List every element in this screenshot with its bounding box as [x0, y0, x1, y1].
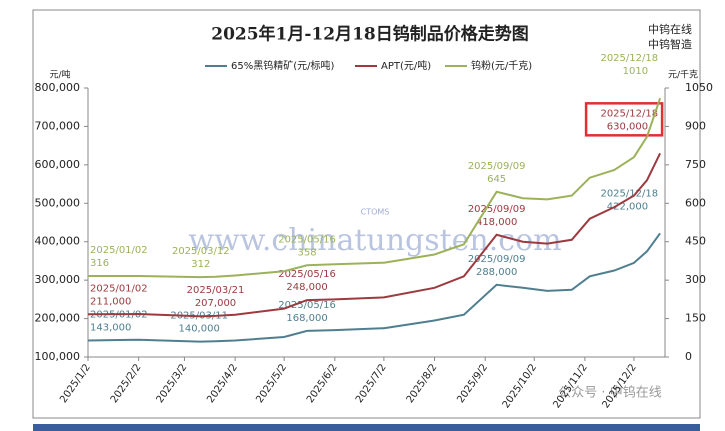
- y-tick-label: 400,000: [35, 235, 81, 248]
- legend-label: 65%黑钨精矿(元/标吨): [231, 59, 334, 72]
- y-tick-label: 300,000: [35, 273, 81, 286]
- highlight-box: [584, 102, 664, 137]
- y-tick-label: 700,000: [35, 119, 81, 132]
- annotation-value: 312: [191, 259, 210, 270]
- footer-watermark: 公众号 · 中钨在线: [558, 385, 661, 401]
- annotation-date: 2025/03/12: [172, 246, 230, 257]
- y2-unit: 元/千克: [668, 70, 698, 81]
- annotation-value: 168,000: [286, 313, 327, 324]
- annotation-value: 316: [90, 258, 109, 269]
- annotation-date: 2025/01/02: [90, 245, 148, 256]
- annotation-value: 143,000: [90, 322, 131, 333]
- y2-tick-label: 1050: [685, 81, 713, 94]
- annotation-date: 2025/05/16: [278, 269, 336, 280]
- y2-tick-label: 300: [685, 273, 706, 286]
- annotation-value: 211,000: [90, 296, 131, 307]
- brand: 中钨智造: [648, 37, 692, 51]
- y-unit: 元/吨: [49, 69, 70, 81]
- annotation-date: 2025/01/02: [90, 283, 148, 294]
- watermark: www.chinatungsten.com: [188, 223, 561, 258]
- annotation-value: 248,000: [286, 282, 327, 293]
- annotation-value: 418,000: [476, 217, 517, 228]
- y2-tick-label: 750: [685, 158, 706, 171]
- y-tick-label: 800,000: [35, 81, 81, 94]
- annotation-value: 140,000: [178, 324, 219, 335]
- y-tick-label: 100,000: [35, 350, 81, 363]
- annotation-value: 1010: [623, 66, 648, 77]
- y2-tick-label: 900: [685, 119, 706, 132]
- annotation-date: 2025/05/16: [278, 234, 336, 245]
- y2-tick-label: 600: [685, 196, 706, 209]
- annotation-date: 2025/09/09: [468, 254, 526, 265]
- annotation-date: 2025/12/18: [600, 188, 658, 199]
- annotation-date: 2025/12/18: [600, 53, 658, 64]
- annotation-date: 2025/05/16: [278, 300, 336, 311]
- y2-tick-label: 450: [685, 235, 706, 248]
- y-tick-label: 600,000: [35, 158, 81, 171]
- series-line: [87, 152, 661, 318]
- legend-label: 钨粉(元/千克): [471, 59, 532, 72]
- y-tick-label: 500,000: [35, 196, 81, 209]
- logo: CTOMS: [361, 208, 390, 217]
- y2-tick-label: 0: [685, 350, 692, 363]
- series-line: [88, 97, 662, 279]
- annotation-value: 288,000: [476, 267, 517, 278]
- annotation-date: 2025/03/21: [187, 285, 245, 296]
- legend-label: APT(元/吨): [381, 59, 431, 72]
- annotation-date: 2025/09/09: [468, 161, 526, 172]
- annotation-value: 358: [297, 247, 316, 258]
- brand: 中钨在线: [648, 22, 692, 36]
- annotation-value: 207,000: [195, 298, 236, 309]
- frame: [32, 9, 701, 419]
- annotation-value: 630,000: [607, 121, 648, 132]
- y-tick-label: 200,000: [35, 312, 81, 325]
- chart-title: 2025年1月-12月18日钨制品价格走势图: [211, 24, 529, 45]
- annotation-value: 645: [487, 174, 506, 185]
- annotation-date: 2025/09/09: [468, 204, 526, 215]
- annotation-date: 2025/12/18: [600, 108, 658, 119]
- series-line: [87, 232, 661, 343]
- bottom-band: [33, 424, 700, 431]
- annotation-value: 422,000: [607, 201, 648, 212]
- y2-tick-label: 150: [685, 312, 706, 325]
